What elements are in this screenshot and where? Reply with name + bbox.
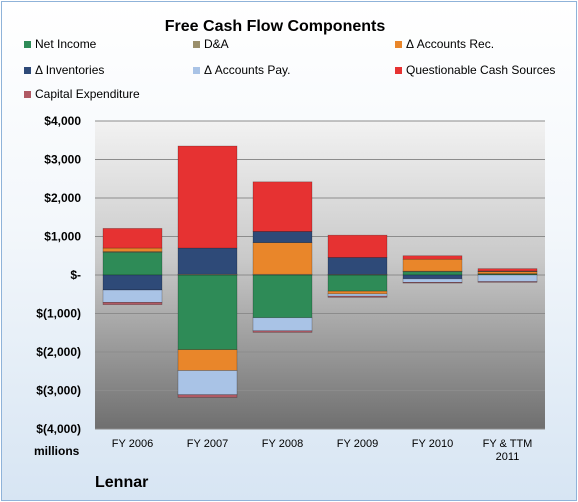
x-tick-label: FY 2009 — [337, 438, 378, 450]
bar-segment — [102, 274, 163, 291]
bar-segment — [102, 289, 163, 303]
bar-segment — [477, 281, 538, 283]
y-tick-label: $2,000 — [44, 191, 81, 205]
bar-segment — [102, 251, 163, 276]
y-tick-label: $(1,000) — [36, 307, 81, 321]
y-tick-label: $- — [70, 268, 81, 282]
x-tick-label: FY 2010 — [412, 438, 453, 450]
x-tick-label: FY 2006 — [112, 438, 153, 450]
x-tick-label: FY 2007 — [187, 438, 228, 450]
bar-segment — [327, 234, 388, 258]
bar-segment — [102, 247, 163, 252]
legend-entry: Capital Expenditure — [35, 87, 140, 101]
legend-swatch — [193, 41, 200, 48]
x-tick-label: FY 2008 — [262, 438, 303, 450]
y-tick-label: $1,000 — [44, 230, 81, 244]
x-axis: FY 2006 FY 2007 FY 2008 FY 2009 FY 2010 FY & … — [112, 438, 533, 463]
legend-entry: D&A — [204, 37, 229, 51]
bar-segment — [177, 145, 238, 249]
x-tick-label: FY & TTM 2011 — [483, 438, 533, 463]
chart-title: Free Cash Flow Components — [165, 18, 386, 35]
bar-segment — [252, 330, 313, 333]
bar-segment — [402, 278, 463, 283]
legend-entry: Δ Inventories — [35, 63, 104, 77]
bar-segment — [177, 247, 238, 275]
y-tick-label: $4,000 — [44, 114, 81, 128]
bar-segment — [477, 274, 538, 282]
y-axis-label: millions — [34, 444, 80, 458]
legend-swatch — [395, 41, 402, 48]
bar-segment — [252, 181, 313, 232]
bar-segment — [102, 228, 163, 249]
y-axis: $4,000 $3,000 $2,000 $1,000 $- $(1,000) $(2,00… — [36, 114, 81, 436]
legend-swatch — [24, 67, 31, 74]
bar-segment — [327, 274, 388, 292]
legend-entry: Δ Accounts Pay. — [204, 63, 291, 77]
bar-segment — [327, 293, 388, 297]
legend-swatch — [193, 67, 200, 74]
bar-segment — [327, 295, 388, 298]
legend-swatch — [24, 91, 31, 98]
company-name: Lennar — [95, 474, 148, 491]
bar-segment — [327, 257, 388, 275]
bar-segment — [252, 317, 313, 332]
legend-entry: Questionable Cash Sources — [406, 63, 555, 77]
bar-segment — [177, 274, 238, 350]
bar-segment — [402, 255, 463, 260]
legend-entry: Δ Accounts Rec. — [406, 37, 494, 51]
gridlines — [95, 120, 545, 430]
bar-segment — [327, 290, 388, 295]
bar-segment — [177, 349, 238, 371]
bar-segment — [477, 268, 538, 272]
y-tick-label: $(3,000) — [36, 384, 81, 398]
bar-segment — [402, 271, 463, 276]
y-tick-label: $(4,000) — [36, 422, 81, 436]
legend-entry: Net Income — [35, 37, 97, 51]
legend-swatch — [24, 41, 31, 48]
bars — [102, 145, 538, 398]
bar-segment — [402, 258, 463, 272]
bar-segment — [402, 274, 463, 280]
bar-segment — [102, 302, 163, 305]
y-tick-label: $(2,000) — [36, 345, 81, 359]
bar-segment — [177, 394, 238, 398]
legend: Net Income D&A Δ Accounts Rec. Δ Inventorie… — [24, 37, 555, 101]
bar-segment — [177, 370, 238, 396]
bar-segment — [252, 274, 313, 319]
bar-segment — [252, 242, 313, 275]
bar-segment — [252, 231, 313, 243]
bar-segment — [402, 282, 463, 284]
y-tick-label: $3,000 — [44, 153, 81, 167]
legend-swatch — [395, 67, 402, 74]
